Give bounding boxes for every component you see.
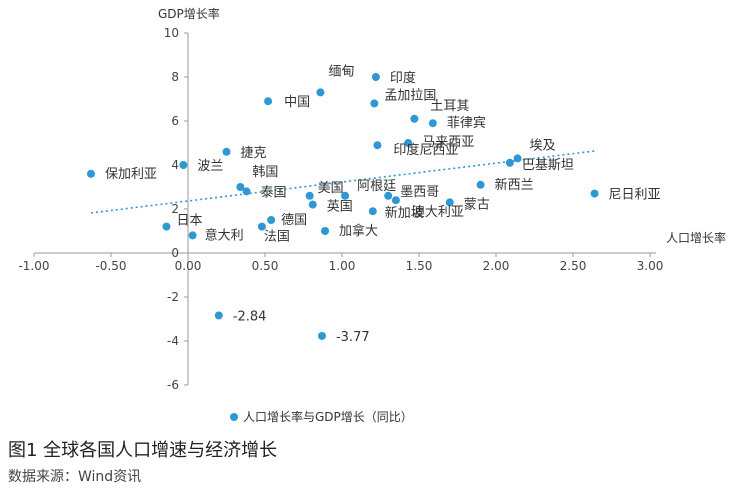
x-tick-label: 0.50 [252,259,279,273]
data-point [371,73,380,81]
y-tick-label: 6 [171,114,179,128]
data-label: 印度 [390,70,416,86]
x-tick-label: 2.50 [560,259,587,273]
data-point [590,189,599,198]
data-label: 菲律宾 [447,115,486,131]
data-point [321,227,330,235]
data-point [264,97,273,106]
data-label: 阿根廷 [357,179,396,194]
legend-label: 人口增长率与GDP增长（同比） [243,410,413,424]
data-label: 墨西哥 [400,185,439,200]
data-point [428,119,437,128]
data-point [236,183,245,191]
data-point [445,198,454,207]
y-tick-label: -6 [167,378,179,392]
data-point [513,154,522,163]
data-point [373,141,382,150]
x-tick-label: 1.00 [329,259,356,273]
data-label: 新加坡 [385,205,424,221]
data-label: -2.84 [233,309,267,324]
data-point [222,147,231,156]
data-point [257,222,266,231]
data-label: -3.77 [336,330,370,345]
y-tick-label: 4 [171,158,179,172]
data-label: 捷克 [241,146,267,161]
data-label: 澳大利亚 [412,204,464,220]
x-tick-label: -1.00 [18,259,49,273]
data-point [316,88,325,97]
scatter-chart: -1.00 -0.50 0.00 0.50 1.00 1.50 2.00 2.50 3.00 -6… [18,6,726,392]
data-label: 孟加拉国 [384,88,436,103]
data-label: 德国 [281,213,307,228]
y-axis-title: GDP增长率 [158,6,220,21]
data-point [267,216,276,224]
chart-legend: 人口增长率与GDP增长（同比） [230,408,413,425]
data-label: 日本 [176,214,202,229]
data-label: 中国 [284,95,310,110]
data-point [384,191,393,200]
data-point [404,139,413,147]
data-source: 数据来源：Wind资讯 [8,469,142,485]
y-tick-label: -4 [167,334,179,348]
x-tick-label: 0.00 [175,259,202,273]
data-point [179,161,188,169]
legend-marker-icon [230,412,238,421]
data-label: 意大利 [205,227,244,243]
data-label: 保加利亚 [105,167,157,182]
data-label: 新西兰 [495,177,534,193]
data-point [162,222,171,231]
data-label: 尼日利亚 [609,188,661,203]
figure-caption: 图1 全球各国人口增速与经济增长 [8,440,278,461]
data-label: 加拿大 [339,223,378,239]
data-label: 巴基斯坦 [522,158,574,173]
data-point [86,169,95,178]
x-tick-label: 1.50 [406,259,433,273]
data-label: 马来西亚 [422,135,474,150]
data-label: 美国 [318,181,344,196]
data-label: 蒙古 [464,197,490,212]
data-point [317,331,326,340]
data-point [308,200,317,209]
data-point [505,158,514,167]
y-tick-label: 2 [171,202,179,216]
data-point [368,207,377,216]
data-label: 英国 [327,200,353,215]
data-point [476,180,485,189]
y-tick-label: 10 [164,26,179,40]
x-tick-label: -0.50 [95,259,126,273]
data-point [410,114,419,123]
data-point [370,99,379,108]
data-label: 印度尼西亚 [393,142,458,158]
data-label: 法国 [264,230,290,245]
data-label: 土耳其 [430,99,469,114]
y-tick-label: 0 [171,246,179,260]
x-axis-title: 人口增长率 [666,230,726,245]
data-label: 埃及 [530,138,556,153]
x-tick-label: 3.00 [637,259,664,273]
data-label: 波兰 [197,159,223,174]
data-label: 缅甸 [328,64,354,79]
data-label: 韩国 [252,165,278,180]
data-point [188,231,197,240]
y-tick-label: 8 [171,70,179,84]
data-label: 泰国 [261,185,287,200]
y-tick-label: -2 [167,290,179,304]
x-tick-label: 2.00 [483,259,510,273]
data-point [391,196,400,205]
data-point [305,191,314,200]
data-point [214,311,223,320]
data-point [341,191,350,200]
data-point [242,187,251,196]
